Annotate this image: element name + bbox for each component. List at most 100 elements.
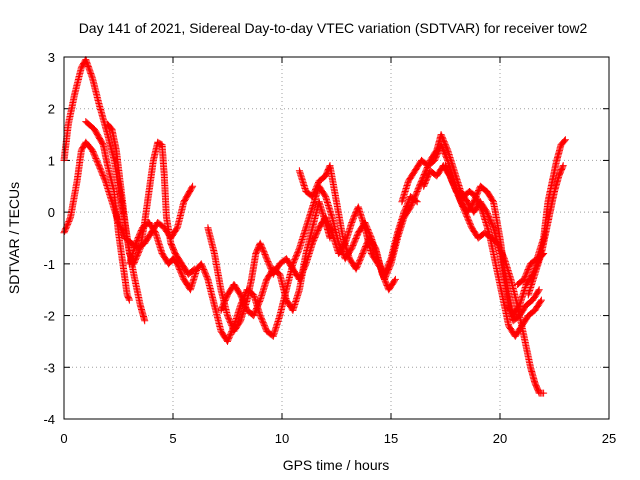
data-point bbox=[135, 247, 143, 255]
data-point bbox=[441, 139, 449, 147]
data-point bbox=[350, 214, 357, 222]
data-point bbox=[260, 321, 268, 329]
data-point bbox=[240, 299, 248, 307]
data-point bbox=[380, 274, 388, 282]
data-point bbox=[497, 248, 505, 256]
data-point bbox=[92, 155, 100, 162]
data-point bbox=[478, 207, 486, 215]
y-tick-label: 0 bbox=[48, 205, 55, 220]
data-point bbox=[521, 273, 529, 281]
data-point bbox=[136, 246, 144, 254]
data-point bbox=[326, 234, 334, 242]
data-point bbox=[521, 274, 529, 282]
data-point bbox=[260, 320, 268, 328]
data-point bbox=[310, 236, 318, 244]
data-point bbox=[133, 238, 140, 246]
data-point bbox=[489, 222, 497, 230]
data-point bbox=[456, 195, 464, 203]
data-point bbox=[251, 309, 259, 317]
data-point bbox=[97, 166, 105, 174]
data-point bbox=[118, 227, 126, 235]
data-point bbox=[356, 255, 364, 263]
data-point bbox=[391, 275, 399, 283]
series-track-7 bbox=[217, 198, 334, 320]
data-point bbox=[178, 270, 185, 278]
data-point bbox=[537, 296, 545, 304]
data-point bbox=[421, 180, 429, 187]
data-point bbox=[537, 297, 545, 305]
data-point bbox=[534, 287, 542, 295]
y-tick-label: -2 bbox=[43, 309, 55, 324]
series-track-9 bbox=[398, 141, 548, 320]
data-point bbox=[91, 153, 99, 161]
y-tick-label: 2 bbox=[48, 102, 55, 117]
data-point bbox=[500, 253, 508, 261]
data-point bbox=[352, 235, 360, 242]
data-point bbox=[189, 182, 197, 190]
data-point bbox=[535, 286, 543, 294]
y-tick-label: 3 bbox=[48, 50, 55, 65]
plot-frame bbox=[63, 56, 610, 420]
data-point bbox=[489, 197, 497, 204]
data-point bbox=[260, 249, 268, 257]
data-point bbox=[313, 183, 321, 191]
data-point bbox=[362, 243, 370, 250]
x-tick-label: 15 bbox=[384, 431, 398, 446]
data-point bbox=[362, 241, 370, 249]
data-point bbox=[64, 219, 72, 227]
data-point bbox=[443, 155, 451, 163]
data-point bbox=[391, 277, 398, 285]
series-track-8 bbox=[295, 162, 399, 294]
data-point bbox=[488, 221, 496, 229]
data-point bbox=[559, 162, 567, 170]
data-point bbox=[256, 298, 264, 305]
axis-ticks: 0 5 10 15 20 25 -4 -3 -2 -1 0 1 2 3 bbox=[43, 50, 616, 446]
data-point bbox=[461, 208, 469, 216]
data-point bbox=[353, 233, 360, 241]
data-point bbox=[413, 189, 421, 197]
y-tick-label: 1 bbox=[48, 153, 55, 168]
series-track-13 bbox=[524, 162, 567, 299]
data-point bbox=[383, 265, 391, 273]
data-point bbox=[422, 178, 429, 186]
data-point bbox=[443, 166, 451, 174]
y-tick-label: -3 bbox=[43, 360, 55, 375]
data-point bbox=[444, 167, 452, 175]
data-points bbox=[60, 56, 569, 397]
x-tick-label: 25 bbox=[602, 431, 616, 446]
data-point bbox=[413, 188, 421, 195]
data-point bbox=[438, 144, 446, 152]
x-axis-label: GPS time / hours bbox=[283, 457, 390, 473]
data-point bbox=[386, 256, 394, 264]
data-point bbox=[498, 249, 506, 257]
data-point bbox=[295, 246, 303, 254]
data-point bbox=[125, 296, 133, 304]
data-point bbox=[455, 194, 463, 202]
series-track-11 bbox=[442, 162, 548, 397]
data-point bbox=[439, 145, 447, 153]
data-point bbox=[540, 389, 548, 397]
data-point bbox=[561, 137, 568, 145]
data-point bbox=[405, 197, 413, 205]
data-point bbox=[101, 176, 109, 184]
data-point bbox=[66, 215, 74, 223]
x-tick-label: 0 bbox=[60, 431, 67, 446]
data-point bbox=[64, 220, 72, 228]
data-point bbox=[467, 221, 474, 229]
data-point bbox=[219, 302, 227, 310]
data-point bbox=[203, 274, 211, 282]
data-point bbox=[219, 301, 227, 309]
data-point bbox=[97, 167, 105, 175]
data-point bbox=[202, 270, 209, 278]
data-point bbox=[449, 180, 457, 188]
chart-title: Day 141 of 2021, Sidereal Day-to-day VTE… bbox=[79, 20, 588, 36]
data-point bbox=[356, 257, 364, 265]
y-axis-label: SDTVAR / TECUs bbox=[6, 182, 22, 294]
data-point bbox=[133, 236, 141, 244]
x-tick-label: 20 bbox=[493, 431, 507, 446]
y-tick-label: -1 bbox=[43, 257, 55, 272]
data-point bbox=[461, 207, 468, 215]
data-point bbox=[141, 317, 149, 325]
data-point bbox=[202, 271, 210, 279]
